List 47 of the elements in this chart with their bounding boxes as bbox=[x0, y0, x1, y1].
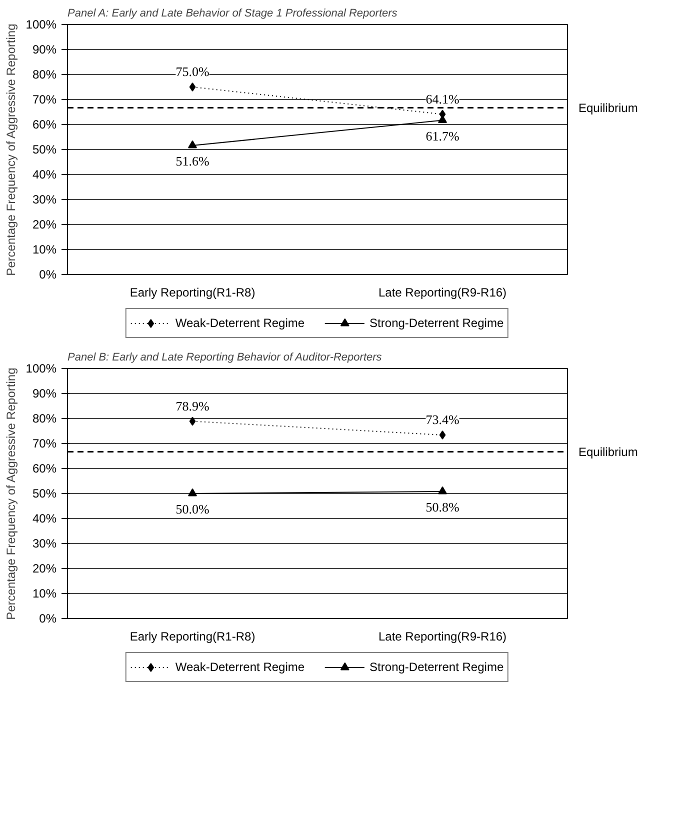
y-axis-title: Percentage Frequency of Aggressive Reporting bbox=[4, 24, 18, 276]
y-tick-label: 60% bbox=[32, 118, 57, 132]
y-tick-label: 90% bbox=[32, 42, 57, 56]
point bbox=[189, 416, 196, 426]
data-label: 50.0% bbox=[176, 502, 210, 516]
data-label: 50.8% bbox=[426, 500, 460, 514]
x-tick-label: Late Reporting(R9-R16) bbox=[378, 630, 507, 644]
y-tick-label: 80% bbox=[32, 412, 57, 426]
y-tick-label: 80% bbox=[32, 68, 57, 82]
legend-label: Weak-Deterrent Regime bbox=[175, 316, 305, 330]
y-tick-label: 20% bbox=[32, 218, 57, 232]
y-tick-label: 70% bbox=[32, 436, 57, 450]
point bbox=[439, 430, 446, 440]
data-label: 61.7% bbox=[426, 128, 460, 144]
y-tick-label: 100% bbox=[26, 362, 57, 376]
y-tick-label: 50% bbox=[32, 142, 57, 156]
y-tick-label: 70% bbox=[32, 92, 57, 106]
y-tick-label: 10% bbox=[32, 586, 57, 600]
y-tick-label: 40% bbox=[32, 168, 57, 182]
y-tick-label: 10% bbox=[32, 242, 57, 256]
y-tick-label: 100% bbox=[26, 18, 57, 32]
legend-label: Strong-Deterrent Regime bbox=[370, 316, 504, 330]
ref-line-label: Equilibrium bbox=[578, 100, 638, 115]
point bbox=[189, 82, 196, 92]
data-label: 51.6% bbox=[176, 154, 210, 168]
x-tick-label: Early Reporting(R1-R8) bbox=[130, 286, 256, 300]
y-axis-title: Percentage Frequency of Aggressive Reporting bbox=[4, 368, 18, 620]
ref-line-label: Equilibrium bbox=[578, 444, 638, 459]
legend-label: Weak-Deterrent Regime bbox=[175, 660, 305, 674]
data-label: 73.4% bbox=[426, 412, 460, 427]
data-label: 75.0% bbox=[176, 64, 210, 79]
y-tick-label: 0% bbox=[39, 612, 57, 626]
y-tick-label: 40% bbox=[32, 512, 57, 526]
data-label: 64.1% bbox=[426, 91, 460, 106]
y-tick-label: 30% bbox=[32, 192, 57, 206]
x-tick-label: Late Reporting(R9-R16) bbox=[378, 286, 507, 300]
y-tick-label: 0% bbox=[39, 268, 57, 282]
x-tick-label: Early Reporting(R1-R8) bbox=[130, 630, 256, 644]
y-tick-label: 60% bbox=[32, 462, 57, 476]
chart-title: Panel A: Early and Late Behavior of Stage 1 Professional Reporters bbox=[68, 8, 398, 20]
chart-title: Panel B: Early and Late Reporting Behavior of Auditor-Reporters bbox=[68, 352, 382, 364]
y-tick-label: 20% bbox=[32, 562, 57, 576]
y-tick-label: 90% bbox=[32, 386, 57, 400]
legend-label: Strong-Deterrent Regime bbox=[370, 660, 504, 674]
y-tick-label: 50% bbox=[32, 486, 57, 500]
y-tick-label: 30% bbox=[32, 536, 57, 550]
data-label: 78.9% bbox=[176, 398, 210, 414]
